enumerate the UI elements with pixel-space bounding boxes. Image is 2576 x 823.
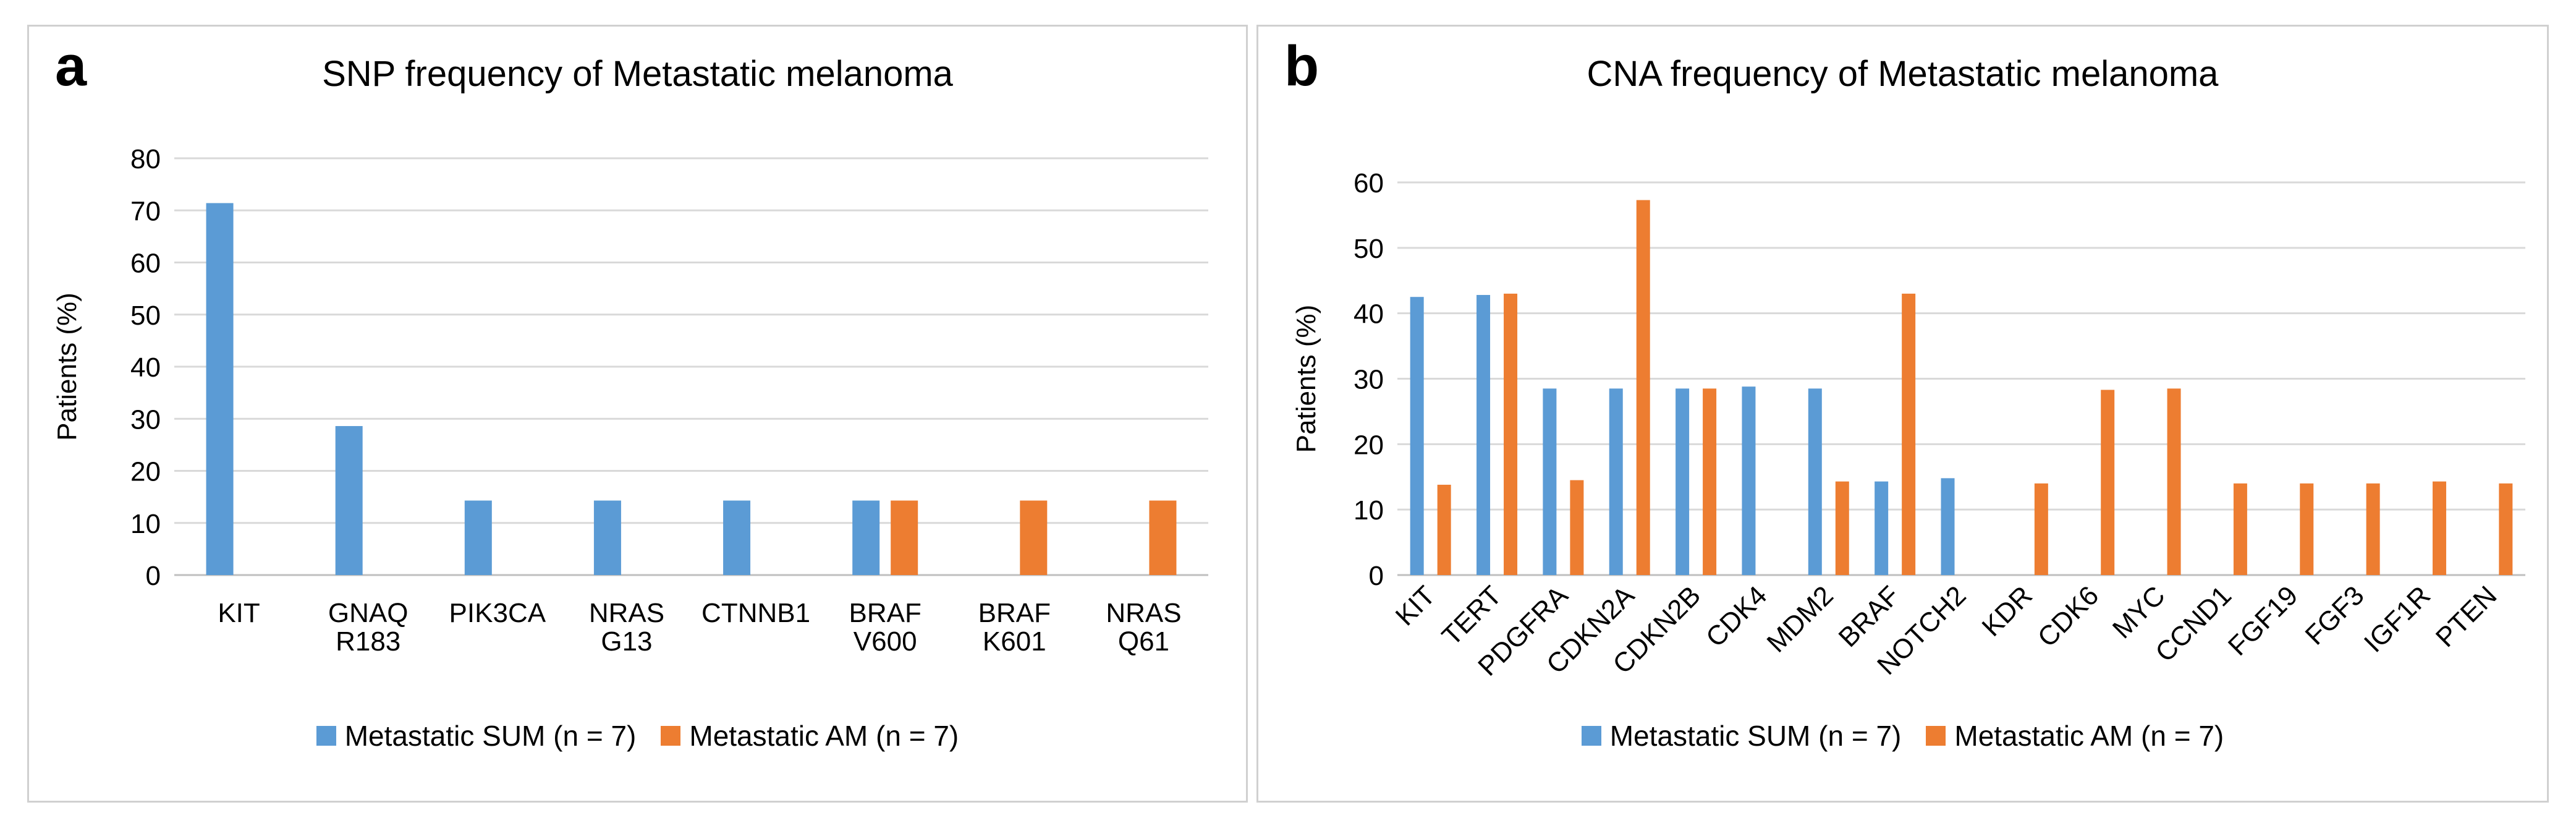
panel-a: a SNP frequency of Metastatic melanoma 0… — [27, 25, 1248, 803]
chart-b-legend: Metastatic SUM (n = 7) Metastatic AM (n … — [1258, 719, 2547, 753]
legend-item-am: Metastatic AM (n = 7) — [661, 719, 959, 753]
bar-sum — [1676, 388, 1690, 575]
x-tick-label: CTNNB1 — [701, 598, 810, 628]
bar-sum — [206, 203, 234, 576]
bar-am — [2300, 483, 2314, 575]
bar-am — [891, 500, 918, 575]
y-tick-label: 30 — [1354, 365, 1384, 395]
legend-label-sum: Metastatic SUM (n = 7) — [344, 720, 637, 752]
bar-sum — [1875, 481, 1889, 575]
bar-sum — [1543, 388, 1557, 575]
bar-sum — [1410, 297, 1424, 575]
y-tick-label: 50 — [1354, 234, 1384, 264]
x-tick-label: KIT — [218, 598, 260, 628]
x-tick-label: MDM2 — [1761, 580, 1839, 658]
bar-sum — [464, 500, 492, 575]
bar-sum — [1742, 386, 1756, 575]
legend-item-sum: Metastatic SUM (n = 7) — [316, 719, 637, 753]
legend-label-sum: Metastatic SUM (n = 7) — [1609, 720, 1902, 752]
bar-am — [1902, 293, 1916, 575]
panel-b: b CNA frequency of Metastatic melanoma 0… — [1256, 25, 2549, 803]
bar-am — [2432, 481, 2446, 575]
y-tick-label: 30 — [130, 404, 161, 435]
y-tick-label: 70 — [130, 196, 161, 226]
x-tick-label: NRAS — [589, 598, 664, 628]
y-tick-label: 40 — [1354, 299, 1384, 330]
x-tick-label: KDR — [1976, 580, 2038, 642]
y-tick-label: 50 — [130, 301, 161, 331]
bar-am — [1020, 500, 1048, 575]
y-tick-label: 40 — [130, 352, 161, 383]
chart-a-legend: Metastatic SUM (n = 7) Metastatic AM (n … — [29, 719, 1246, 753]
panel-a-letter: a — [55, 35, 87, 98]
y-axis-label: Patients (%) — [52, 292, 82, 441]
bar-am — [1437, 484, 1451, 575]
y-axis-label: Patients (%) — [1291, 305, 1321, 453]
bar-am — [2233, 483, 2247, 575]
bar-sum — [852, 500, 880, 575]
bar-am — [1636, 200, 1650, 575]
panel-b-letter: b — [1284, 35, 1320, 98]
x-tick-label: GNAQ — [328, 598, 409, 628]
bar-am — [1703, 388, 1717, 575]
chart-b-title: CNA frequency of Metastatic melanoma — [1587, 54, 2219, 94]
x-tick-label: R183 — [336, 626, 400, 657]
x-tick-label: FGF19 — [2222, 580, 2303, 661]
legend-item-sum: Metastatic SUM (n = 7) — [1581, 719, 1902, 753]
y-tick-label: 60 — [130, 249, 161, 279]
legend-label-am: Metastatic AM (n = 7) — [1954, 720, 2224, 752]
bar-sum — [1808, 388, 1822, 575]
bar-sum — [335, 426, 363, 575]
legend-swatch-sum — [316, 726, 336, 746]
y-tick-label: 80 — [130, 144, 161, 174]
y-tick-label: 0 — [146, 561, 161, 591]
legend-label-am: Metastatic AM (n = 7) — [689, 720, 959, 752]
x-tick-label: PIK3CA — [449, 598, 546, 628]
y-tick-label: 60 — [1354, 168, 1384, 198]
legend-swatch-am — [1926, 726, 1946, 746]
legend-swatch-sum — [1581, 726, 1601, 746]
legend-swatch-am — [661, 726, 681, 746]
bar-am — [2366, 483, 2380, 575]
bar-am — [2167, 388, 2181, 575]
chart-a-title: SNP frequency of Metastatic melanoma — [322, 54, 953, 94]
y-tick-label: 10 — [1354, 495, 1384, 526]
y-tick-label: 0 — [1369, 561, 1384, 591]
x-tick-label: NRAS — [1106, 598, 1181, 628]
bar-am — [2034, 483, 2048, 575]
x-tick-label: FGF3 — [2300, 580, 2370, 650]
bar-am — [1149, 500, 1177, 575]
x-tick-label: CCND1 — [2150, 580, 2237, 668]
bar-am — [1835, 481, 1849, 575]
x-tick-label: CDK6 — [2032, 580, 2105, 653]
bar-sum — [1477, 295, 1491, 575]
x-tick-label: V600 — [854, 626, 917, 657]
x-tick-label: BRAF — [849, 598, 922, 628]
bar-sum — [723, 500, 751, 575]
x-tick-label: KIT — [1390, 580, 1441, 631]
x-tick-label: G13 — [601, 626, 652, 657]
x-tick-label: Q61 — [1118, 626, 1169, 657]
bar-sum — [1941, 478, 1955, 575]
y-tick-label: 20 — [130, 457, 161, 487]
bar-am — [2499, 483, 2513, 575]
bar-sum — [593, 500, 621, 575]
x-tick-label: BRAF — [978, 598, 1051, 628]
x-tick-label: CDK4 — [1700, 580, 1773, 653]
chart-a-svg: 0 10 20 30 40 50 60 70 80 Patients (%) KIT GNAQR183… — [52, 144, 1208, 657]
y-tick-label: 10 — [130, 509, 161, 539]
bar-am — [1504, 293, 1518, 575]
bar-am — [2101, 390, 2115, 575]
bar-am — [1570, 480, 1584, 575]
y-tick-label: 20 — [1354, 430, 1384, 460]
bar-sum — [1609, 388, 1623, 575]
x-tick-label: K601 — [983, 626, 1046, 657]
legend-item-am: Metastatic AM (n = 7) — [1926, 719, 2224, 753]
x-tick-label: PTEN — [2430, 580, 2503, 653]
x-tick-label: IGF1R — [2358, 580, 2436, 658]
